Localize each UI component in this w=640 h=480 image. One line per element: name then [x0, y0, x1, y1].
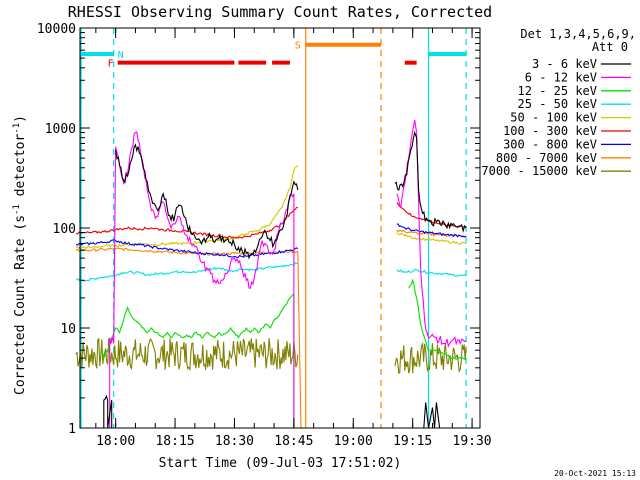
- series-line: [396, 202, 467, 228]
- series-7: [75, 229, 467, 429]
- y-tick-label: 1: [68, 422, 76, 437]
- flags: NF S: [80, 28, 467, 428]
- series-line: [75, 165, 299, 250]
- series-0: [103, 130, 467, 429]
- flare-flag-label: F: [108, 59, 114, 70]
- corner-date-stamp: 20-Oct-2021 15:13: [554, 469, 636, 478]
- series-line: [109, 131, 295, 428]
- y-axis-label-sup1: -1: [12, 204, 22, 215]
- x-tick-label: 19:00: [334, 434, 373, 449]
- x-axis-label: Start Time (09-Jul-03 17:51:02): [159, 456, 402, 471]
- y-tick-label: 100: [53, 222, 76, 237]
- x-tick-label: 18:30: [215, 434, 254, 449]
- series-line: [396, 232, 467, 245]
- legend-entry-label: 50 - 100 keV: [510, 111, 597, 125]
- series-line: [423, 402, 441, 429]
- series-2: [101, 278, 467, 428]
- x-tick-label: 18:45: [274, 434, 313, 449]
- legend-entry-label: 300 - 800 keV: [503, 137, 597, 151]
- series-line: [396, 268, 467, 277]
- legend-entry-label: 100 - 300 keV: [503, 124, 597, 138]
- y-axis-label-sup2: -1: [12, 123, 22, 134]
- chart-title: RHESSI Observing Summary Count Rates, Co…: [68, 3, 492, 21]
- legend-header-line2: Att 0: [592, 40, 628, 54]
- x-tick-label: 18:15: [155, 434, 194, 449]
- series-line: [103, 394, 113, 429]
- series-line: [75, 262, 298, 282]
- series-5: [75, 202, 467, 239]
- series-6: [75, 223, 467, 259]
- y-axis-label-mid: detector: [13, 134, 28, 205]
- legend-entry-label: 6 - 12 keV: [525, 70, 597, 84]
- x-tick-label: 19:30: [453, 434, 492, 449]
- series-line: [75, 207, 298, 239]
- series-line: [75, 337, 299, 372]
- legend-entry-label: 12 - 25 keV: [518, 84, 597, 98]
- series-3: [75, 262, 467, 282]
- night-flag-label: N: [118, 50, 124, 61]
- y-tick-label: 10000: [37, 22, 76, 37]
- series-line: [394, 341, 467, 375]
- y-tick-label: 10: [60, 322, 76, 337]
- series-line: [75, 239, 299, 259]
- series-line: [115, 143, 299, 260]
- x-tick-label: 18:00: [96, 434, 135, 449]
- legend-header-line1: Det 1,3,4,5,6,9,: [520, 27, 636, 41]
- legend-entry-label: 800 - 7000 keV: [496, 151, 597, 165]
- series-8: [75, 337, 467, 375]
- y-tick-label: 1000: [45, 122, 76, 137]
- legend-entry-label: 7000 - 15000 keV: [481, 164, 597, 178]
- series-line: [396, 223, 467, 238]
- y-axis-label: Corrected Count Rate (s-1 detector-1): [12, 115, 28, 395]
- axes: 18:00 18:15 18:30 18:45 19:00 19:15 19:30 1 10 10…: [37, 22, 492, 449]
- series-line: [394, 130, 467, 233]
- y-axis-label-main: Corrected Count Rate (s: [13, 215, 28, 395]
- series-line: [101, 292, 295, 428]
- y-axis-label-end: ): [13, 115, 28, 123]
- series-lines: [75, 119, 467, 429]
- saa-flag-label: S: [295, 41, 301, 52]
- x-tick-label: 19:15: [393, 434, 432, 449]
- legend-entry-label: 3 - 6 keV: [532, 57, 597, 71]
- legend-entry-label: 25 - 50 keV: [518, 97, 597, 111]
- series-line: [408, 278, 467, 360]
- series-4: [75, 165, 467, 250]
